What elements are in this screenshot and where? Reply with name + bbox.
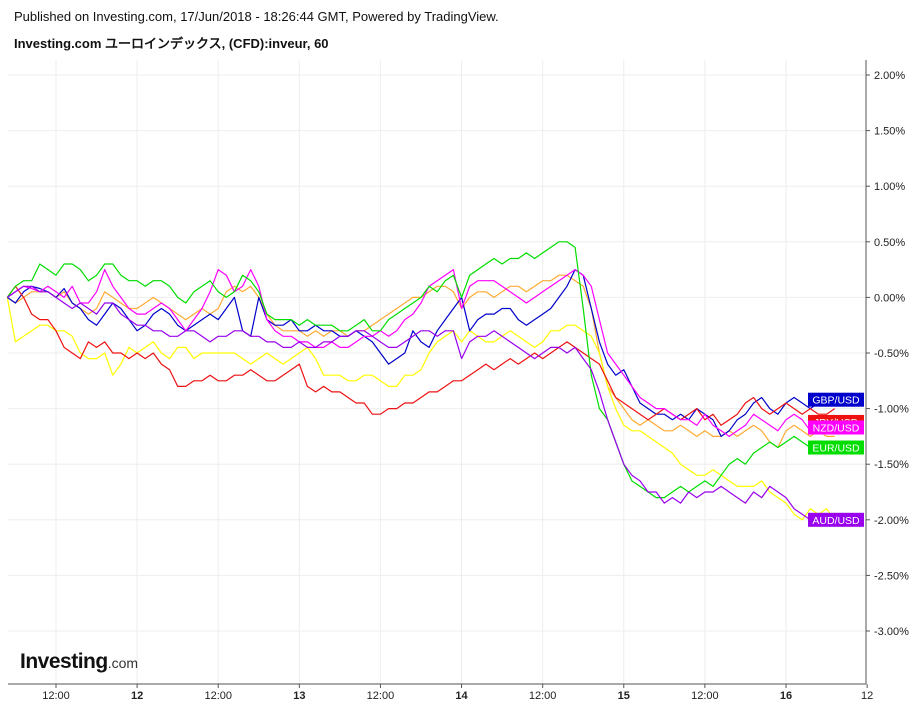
x-tick-label: 12 [861,690,873,702]
x-tick-label: 12:00 [691,690,719,702]
series-line-nzd-usd [6,269,835,437]
axes: 2.00% 1.50% 1.00% 0.50% 0.00% -0.50% -1.00% -1.… [8,60,909,702]
series-label-text: AUD/USD [812,515,860,527]
x-tick-label: 12:00 [367,690,395,702]
x-tick-label: 12 [131,690,143,702]
series-lines [6,241,836,521]
y-tick-label: -3.00% [874,626,909,638]
y-tick-label: 0.50% [874,237,905,249]
series-label-aud-usd: AUD/USD [808,512,864,527]
series-label-box [808,392,864,407]
investing-logo: Investing.com [20,650,138,674]
series-label-box [808,440,864,455]
y-tick-label: -2.50% [874,570,909,582]
x-tick-label: 12:00 [42,690,70,702]
series-line-aud-usd [6,285,835,521]
chart-title: Investing.com ユーロインデックス, (CFD):inveur, 6… [14,36,329,51]
series-label-text: EUR/USD [812,443,860,455]
y-tick-label: 2.00% [874,70,905,82]
series-label-box [808,512,864,527]
series-line-eur-usd [6,241,835,499]
series-line-jpy-usd [6,285,836,426]
y-tick-label: 0.00% [874,292,905,304]
series-label-gbp-usd: GBP/USD [808,392,864,407]
y-tick-label: -1.00% [874,404,909,416]
x-tick-label: 16 [780,690,792,702]
series-label-text: GBP/USD [812,395,860,407]
series-label-eur-usd: EUR/USD [808,440,864,455]
series-line-unlabeled [6,297,836,521]
x-tick-label: 14 [455,690,468,702]
y-tick-label: 1.00% [874,181,905,193]
y-tick-label: -1.50% [874,459,909,471]
y-tick-label: -0.50% [874,348,909,360]
logo-brand: Investing [20,650,108,673]
series-label-box [808,420,864,435]
x-tick-label: 12:00 [204,690,232,702]
x-tick-label: 15 [618,690,630,702]
x-tick-label: 12:00 [529,690,557,702]
logo-suffix: .com [107,655,139,671]
x-tick-label: 13 [293,690,305,702]
series-label-text: NZD/USD [813,423,860,435]
published-note: Published on Investing.com, 17/Jun/2018 … [14,9,499,24]
y-tick-label: -2.00% [874,515,909,527]
y-tick-label: 1.50% [874,126,905,138]
series-label-nzd-usd: NZD/USD [808,420,864,435]
grid [8,60,866,684]
